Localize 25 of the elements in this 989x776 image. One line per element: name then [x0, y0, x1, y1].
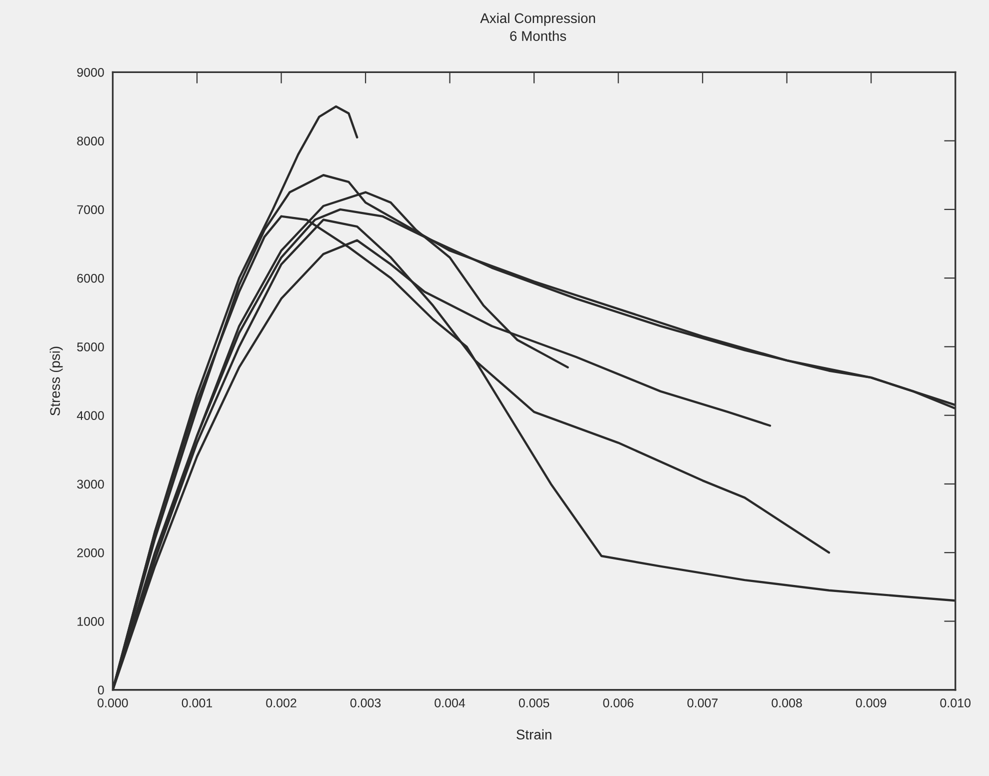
- y-tick-label: 1000: [78, 617, 104, 626]
- y-tick-label: 9000: [77, 68, 104, 77]
- y-tick-label: 0: [98, 686, 104, 695]
- chart-title: Axial Compression: [480, 12, 596, 26]
- x-tick-label: 0.006: [603, 698, 634, 708]
- x-tick-label: 0.000: [98, 698, 128, 708]
- x-tick-label: 0.003: [350, 698, 381, 708]
- x-tick-label: 0.005: [518, 698, 550, 708]
- y-axis-title: Stress (psi): [50, 346, 63, 416]
- y-tick-label: 6000: [77, 274, 104, 283]
- y-tick-label: 4000: [76, 411, 104, 420]
- x-tick-label: 0.001: [182, 698, 212, 708]
- x-tick-label: 0.008: [772, 698, 802, 708]
- x-tick-label: 0.009: [856, 698, 886, 708]
- x-tick-label: 0.004: [434, 698, 466, 708]
- x-tick-label: 0.002: [266, 698, 296, 708]
- x-tick-label: 0.010: [940, 698, 971, 708]
- x-axis-title: Strain: [516, 729, 552, 740]
- y-tick-label: 8000: [77, 136, 104, 146]
- y-tick-label: 5000: [77, 342, 104, 352]
- chart-subtitle: 6 Months: [510, 30, 566, 41]
- y-tick-label: 7000: [77, 205, 104, 214]
- x-tick-label: 0.007: [687, 698, 718, 708]
- y-tick-label: 2000: [77, 548, 104, 558]
- y-tick-label: 3000: [77, 480, 104, 489]
